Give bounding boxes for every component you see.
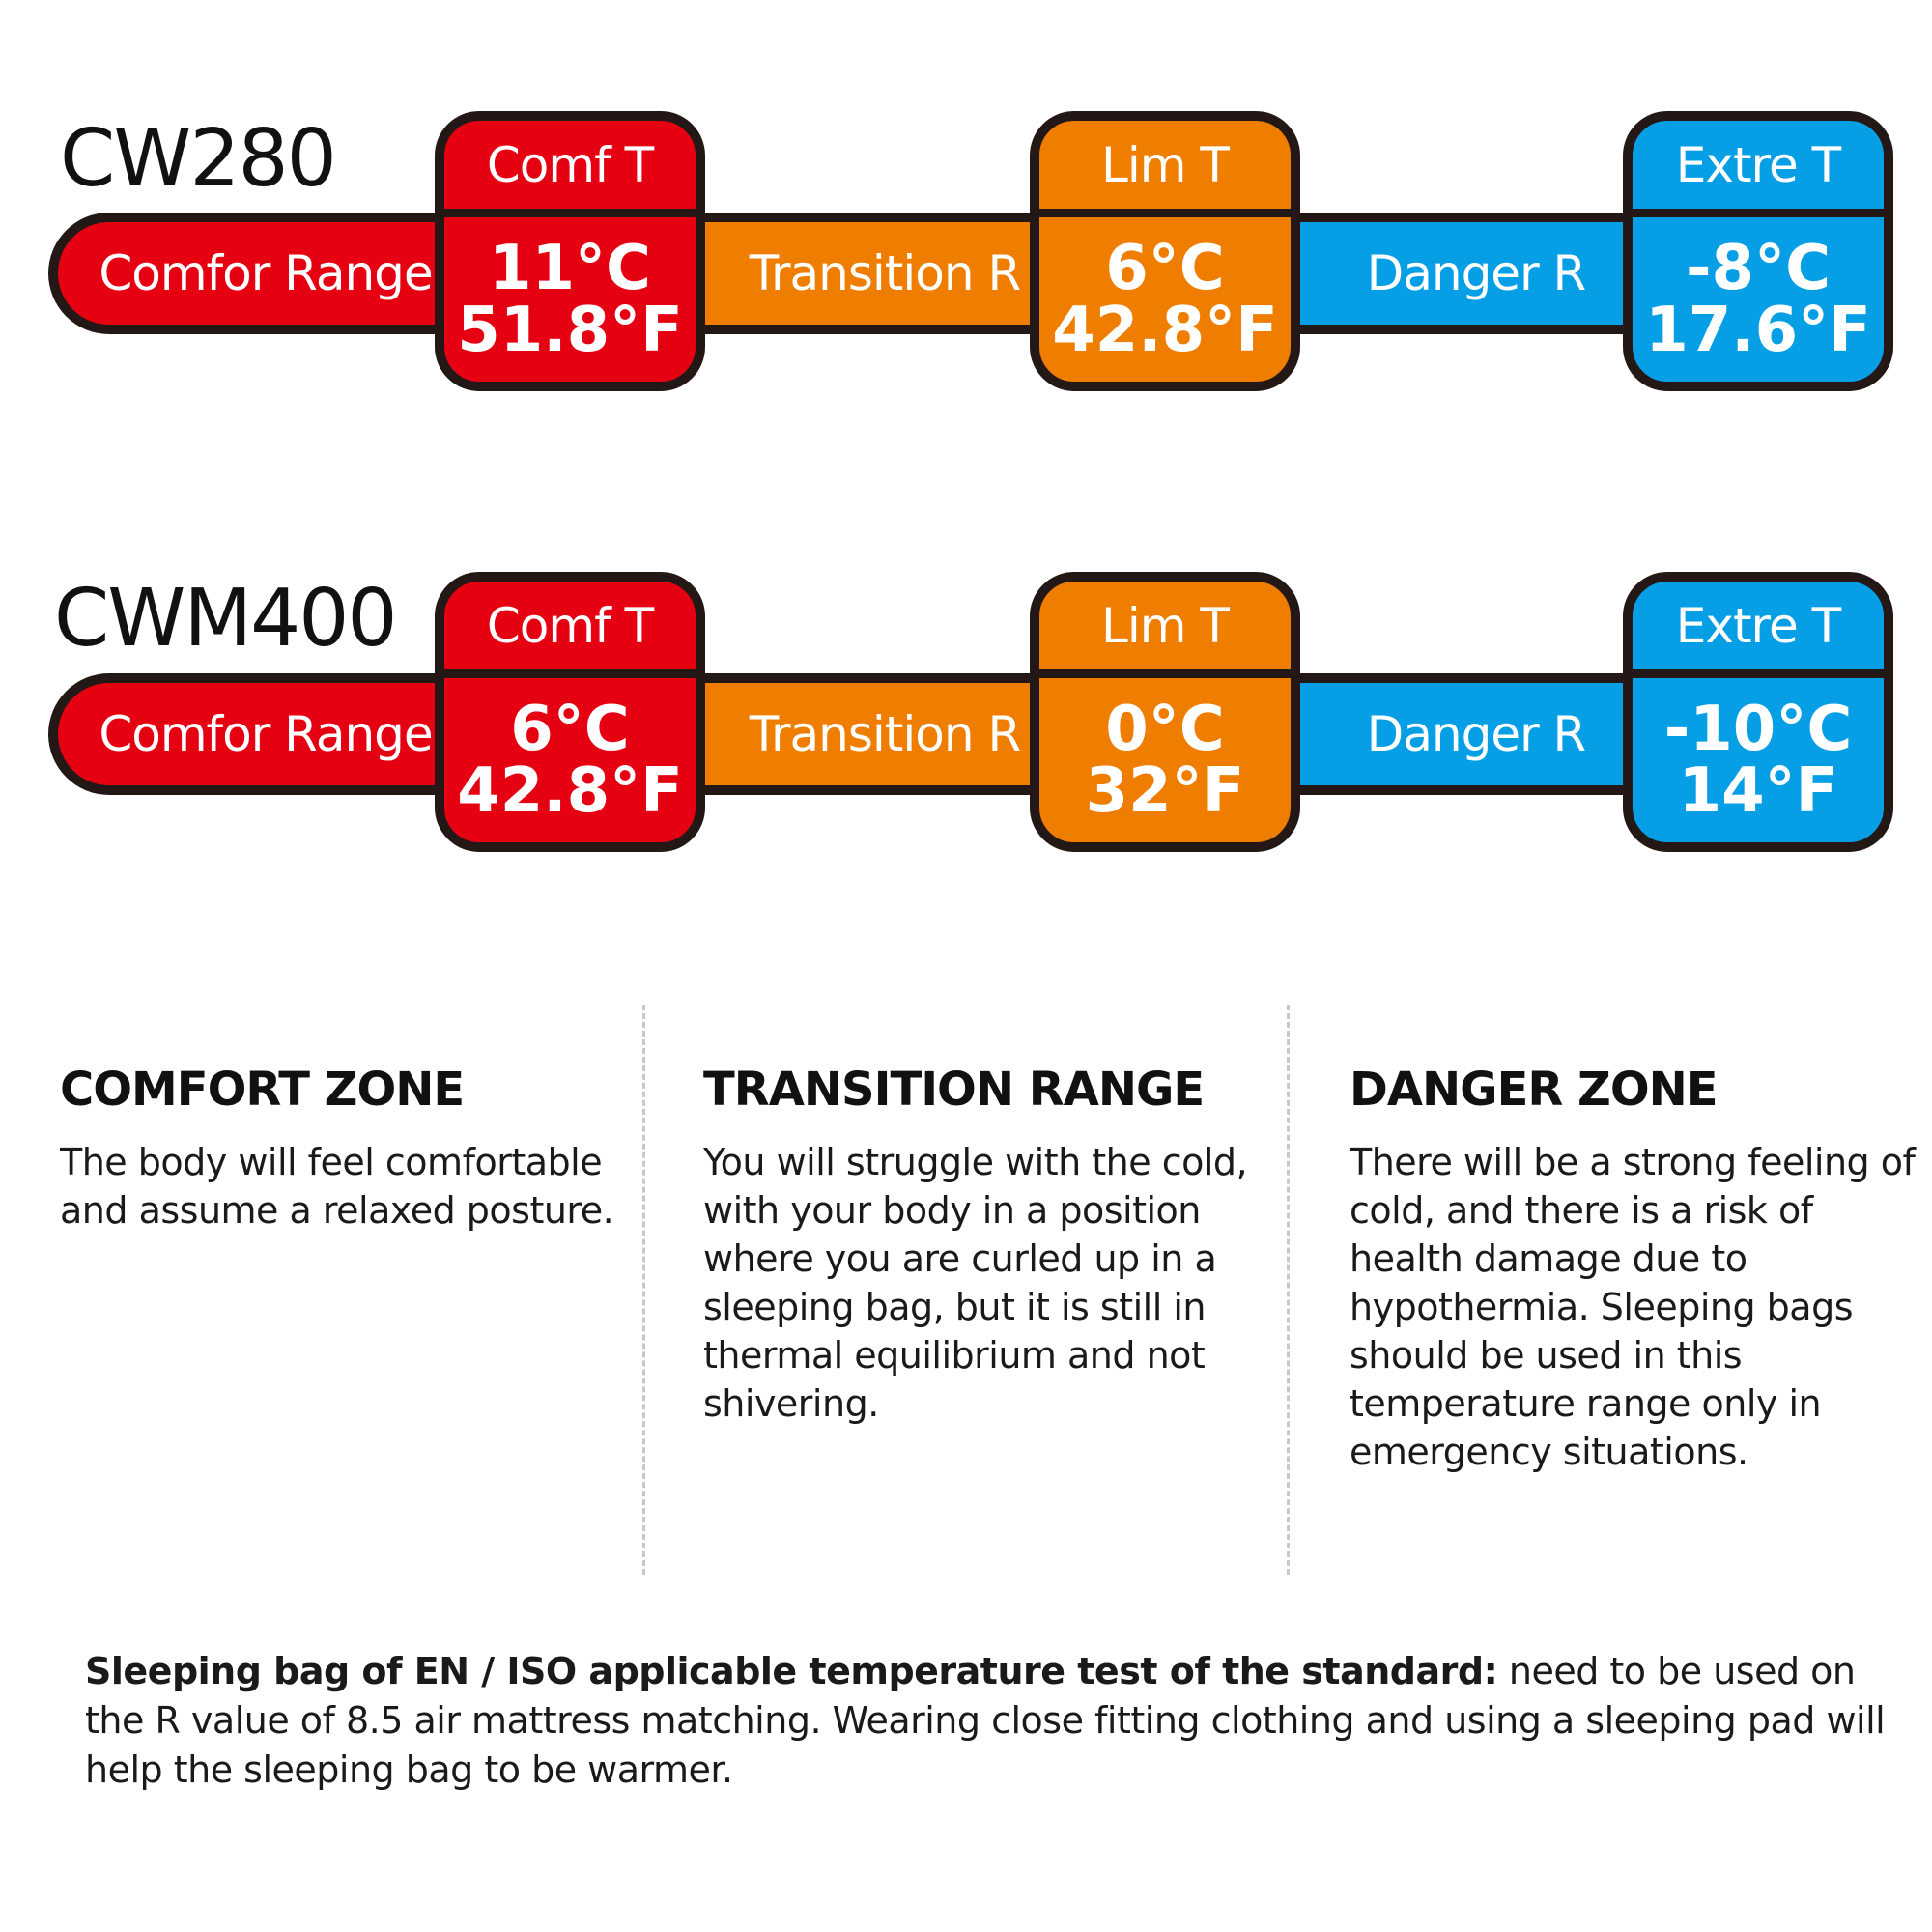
extreme-temperature-box: Extre T -10°C 14°F: [1623, 572, 1893, 852]
extreme-temperature-label: Extre T: [1633, 582, 1884, 678]
model-title-cw280: CW280: [60, 113, 337, 205]
extreme-temperature-label: Extre T: [1633, 121, 1884, 217]
comfort-zone-description: COMFORT ZONE The body will feel comforta…: [60, 1063, 630, 1235]
comfort-temperature-label: Comf T: [444, 582, 696, 678]
comfort-range-label: Comfor Range: [99, 706, 433, 762]
limit-celsius: 0°C: [1105, 694, 1225, 765]
comfort-fahrenheit: 51.8°F: [457, 295, 683, 366]
danger-zone-text: There will be a strong feeling of cold, …: [1350, 1141, 1916, 1473]
extreme-celsius: -10°C: [1663, 694, 1853, 765]
comfort-temperature-label: Comf T: [444, 121, 696, 217]
comfort-temperature-box: Comf T 11°C 51.8°F: [435, 111, 705, 391]
comfort-celsius: 6°C: [510, 694, 630, 765]
comfort-celsius: 11°C: [488, 233, 652, 304]
danger-range-label: Danger R: [1366, 245, 1587, 301]
standard-note: Sleeping bag of EN / ISO applicable temp…: [85, 1647, 1891, 1795]
limit-temperature-box: Lim T 0°C 32°F: [1030, 572, 1300, 852]
danger-zone-description: DANGER ZONE There will be a strong feeli…: [1350, 1063, 1919, 1476]
transition-range-band: Transition R: [676, 213, 1094, 334]
model-title-cwm400: CWM400: [54, 573, 398, 665]
limit-temperature-box: Lim T 6°C 42.8°F: [1030, 111, 1300, 391]
transition-range-description: TRANSITION RANGE You will struggle with …: [703, 1063, 1273, 1428]
comfort-range-label: Comfor Range: [99, 245, 433, 301]
extreme-celsius: -8°C: [1685, 233, 1832, 304]
transition-range-band: Transition R: [676, 673, 1094, 795]
danger-range-band: Danger R: [1267, 213, 1685, 334]
column-divider: [642, 1005, 645, 1575]
standard-note-text: need to be used on the R value of 8.5 ai…: [85, 1650, 1886, 1791]
limit-fahrenheit: 32°F: [1085, 755, 1245, 827]
column-divider: [1287, 1005, 1290, 1575]
danger-range-label: Danger R: [1366, 706, 1587, 762]
extreme-temperature-box: Extre T -8°C 17.6°F: [1623, 111, 1893, 391]
limit-temperature-label: Lim T: [1039, 121, 1291, 217]
temperature-scale-cw280: Comfor Range Transition R Danger R Comf …: [48, 111, 1893, 391]
comfort-temperature-box: Comf T 6°C 42.8°F: [435, 572, 705, 852]
comfort-zone-text: The body will feel comfortable and assum…: [60, 1141, 614, 1232]
extreme-fahrenheit: 14°F: [1678, 755, 1838, 827]
danger-zone-heading: DANGER ZONE: [1350, 1063, 1719, 1117]
comfort-range-band: Comfor Range: [48, 213, 454, 334]
transition-range-text: You will struggle with the cold, with yo…: [703, 1141, 1248, 1425]
transition-range-heading: TRANSITION RANGE: [703, 1063, 1205, 1117]
standard-note-bold: Sleeping bag of EN / ISO applicable temp…: [85, 1650, 1498, 1692]
danger-range-band: Danger R: [1267, 673, 1685, 795]
comfort-range-band: Comfor Range: [48, 673, 454, 795]
comfort-zone-heading: COMFORT ZONE: [60, 1063, 465, 1117]
limit-temperature-label: Lim T: [1039, 582, 1291, 678]
temperature-scale-cwm400: Comfor Range Transition R Danger R Comf …: [48, 572, 1893, 852]
limit-fahrenheit: 42.8°F: [1052, 295, 1278, 366]
extreme-fahrenheit: 17.6°F: [1645, 295, 1871, 366]
limit-celsius: 6°C: [1105, 233, 1225, 304]
transition-range-label: Transition R: [749, 245, 1021, 301]
comfort-fahrenheit: 42.8°F: [457, 755, 683, 827]
transition-range-label: Transition R: [749, 706, 1021, 762]
